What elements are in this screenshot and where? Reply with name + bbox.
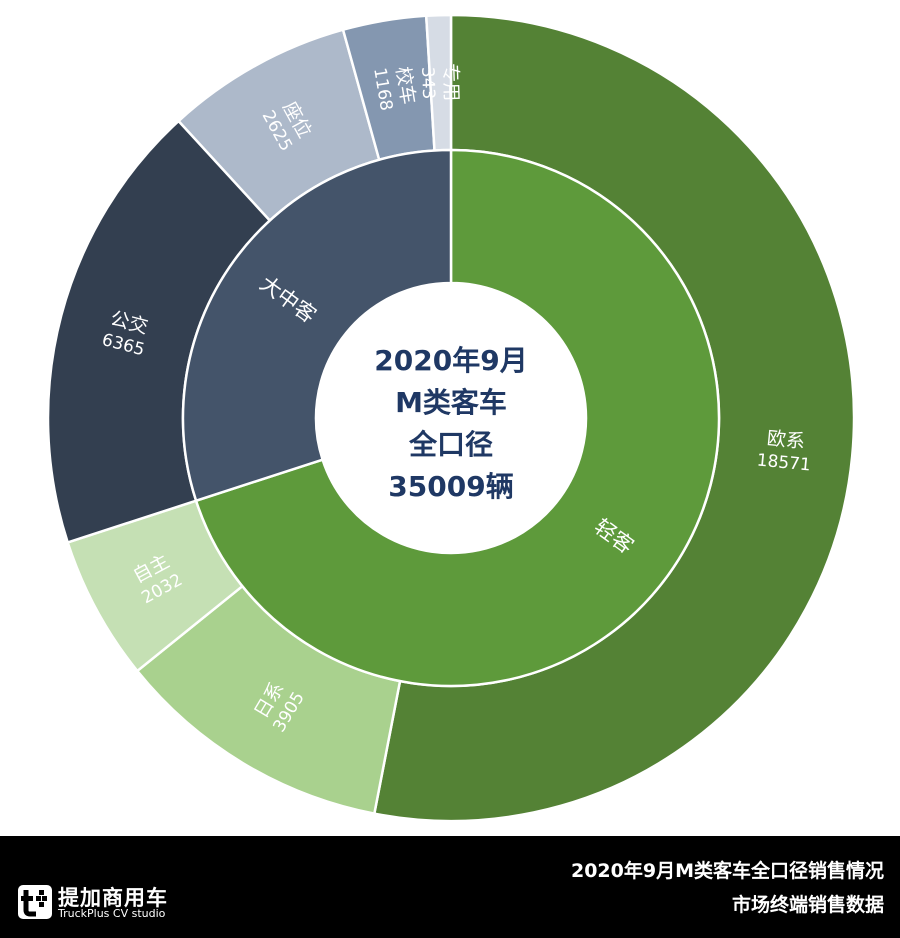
footer-title: 2020年9月M类客车全口径销售情况 xyxy=(570,860,884,882)
segment-name: 专用 xyxy=(439,63,462,102)
logo-text-en: TruckPlus CV studio xyxy=(58,907,166,920)
center-text-line: M类客车 xyxy=(395,386,507,419)
center-hole xyxy=(316,283,586,553)
segment-value: 343 xyxy=(417,67,438,100)
footer-bar: 提加商用车 TruckPlus CV studio 2020年9月M类客车全口径… xyxy=(0,836,900,938)
segment-name: 欧系 xyxy=(766,427,806,453)
center-text-line: 35009辆 xyxy=(388,470,513,503)
truckplus-logo-icon xyxy=(18,885,52,919)
logo-text-cn: 提加商用车 xyxy=(58,886,168,910)
footer-subtitle: 市场终端销售数据 xyxy=(731,894,884,916)
center-text-line: 2020年9月 xyxy=(374,344,527,377)
center-text-line: 全口径 xyxy=(408,428,493,461)
